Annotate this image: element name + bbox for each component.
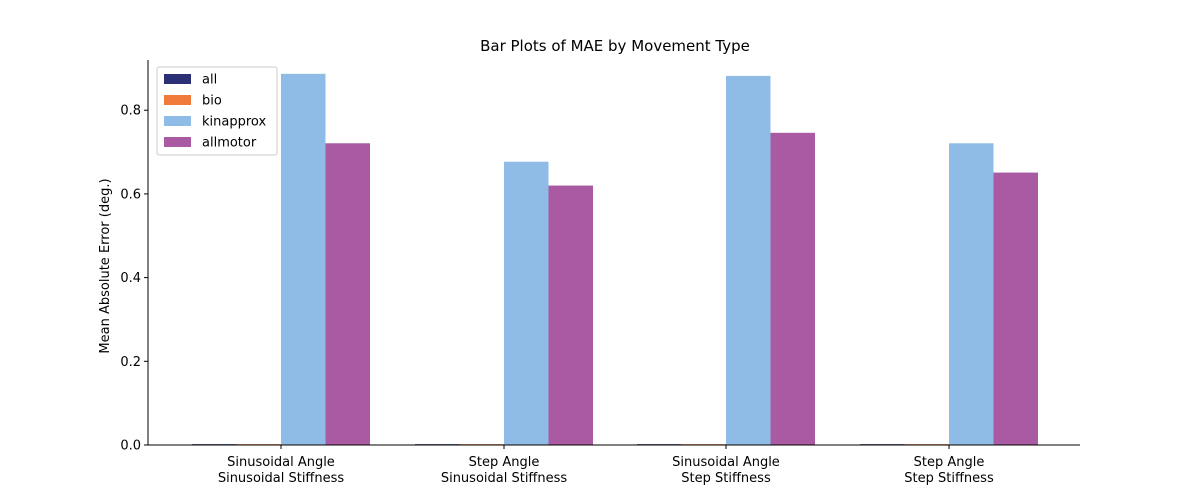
x-tick-label: Sinusoidal Stiffness	[441, 471, 568, 486]
legend: all bio kinapprox allmotor	[156, 66, 278, 156]
legend-frame	[156, 66, 278, 156]
legend-swatch-allmotor	[164, 137, 191, 147]
bar-kinapprox-0	[281, 73, 326, 445]
y-tick-label: 0.2	[120, 355, 141, 370]
bar-kinapprox-1	[504, 161, 549, 445]
x-tick-label: Sinusoidal Angle	[672, 455, 780, 470]
y-axis-label: Mean Absolute Error (deg.)	[98, 178, 113, 353]
legend-swatch-all	[164, 74, 191, 84]
bars-layer	[192, 73, 1038, 446]
y-tick-label: 0.4	[120, 271, 141, 286]
legend-label-all: all	[202, 73, 217, 88]
x-tick-label: Step Stiffness	[904, 471, 994, 486]
legend-label-kinapprox: kinapprox	[202, 115, 266, 130]
legend-label-bio: bio	[202, 94, 222, 109]
legend-swatch-bio	[164, 95, 191, 105]
bar-allmotor-0	[325, 143, 370, 446]
x-tick-label: Sinusoidal Stiffness	[218, 471, 345, 486]
bar-kinapprox-3	[949, 143, 994, 446]
bar-kinapprox-2	[726, 75, 771, 446]
y-tick-label: 0.8	[120, 104, 141, 119]
chart-title: Bar Plots of MAE by Movement Type	[480, 37, 750, 55]
legend-label-allmotor: allmotor	[202, 136, 257, 151]
x-tick-label: Sinusoidal Angle	[227, 455, 335, 470]
x-tick-label: Step Angle	[914, 455, 985, 470]
legend-swatch-kinapprox	[164, 116, 191, 126]
y-tick-label: 0.6	[120, 187, 141, 202]
x-tick-label: Step Angle	[469, 455, 540, 470]
bar-allmotor-1	[548, 185, 593, 446]
x-tick-label: Step Stiffness	[681, 471, 771, 486]
y-tick-label: 0.0	[120, 439, 141, 454]
bar-allmotor-2	[770, 132, 815, 445]
bar-allmotor-3	[993, 172, 1038, 445]
